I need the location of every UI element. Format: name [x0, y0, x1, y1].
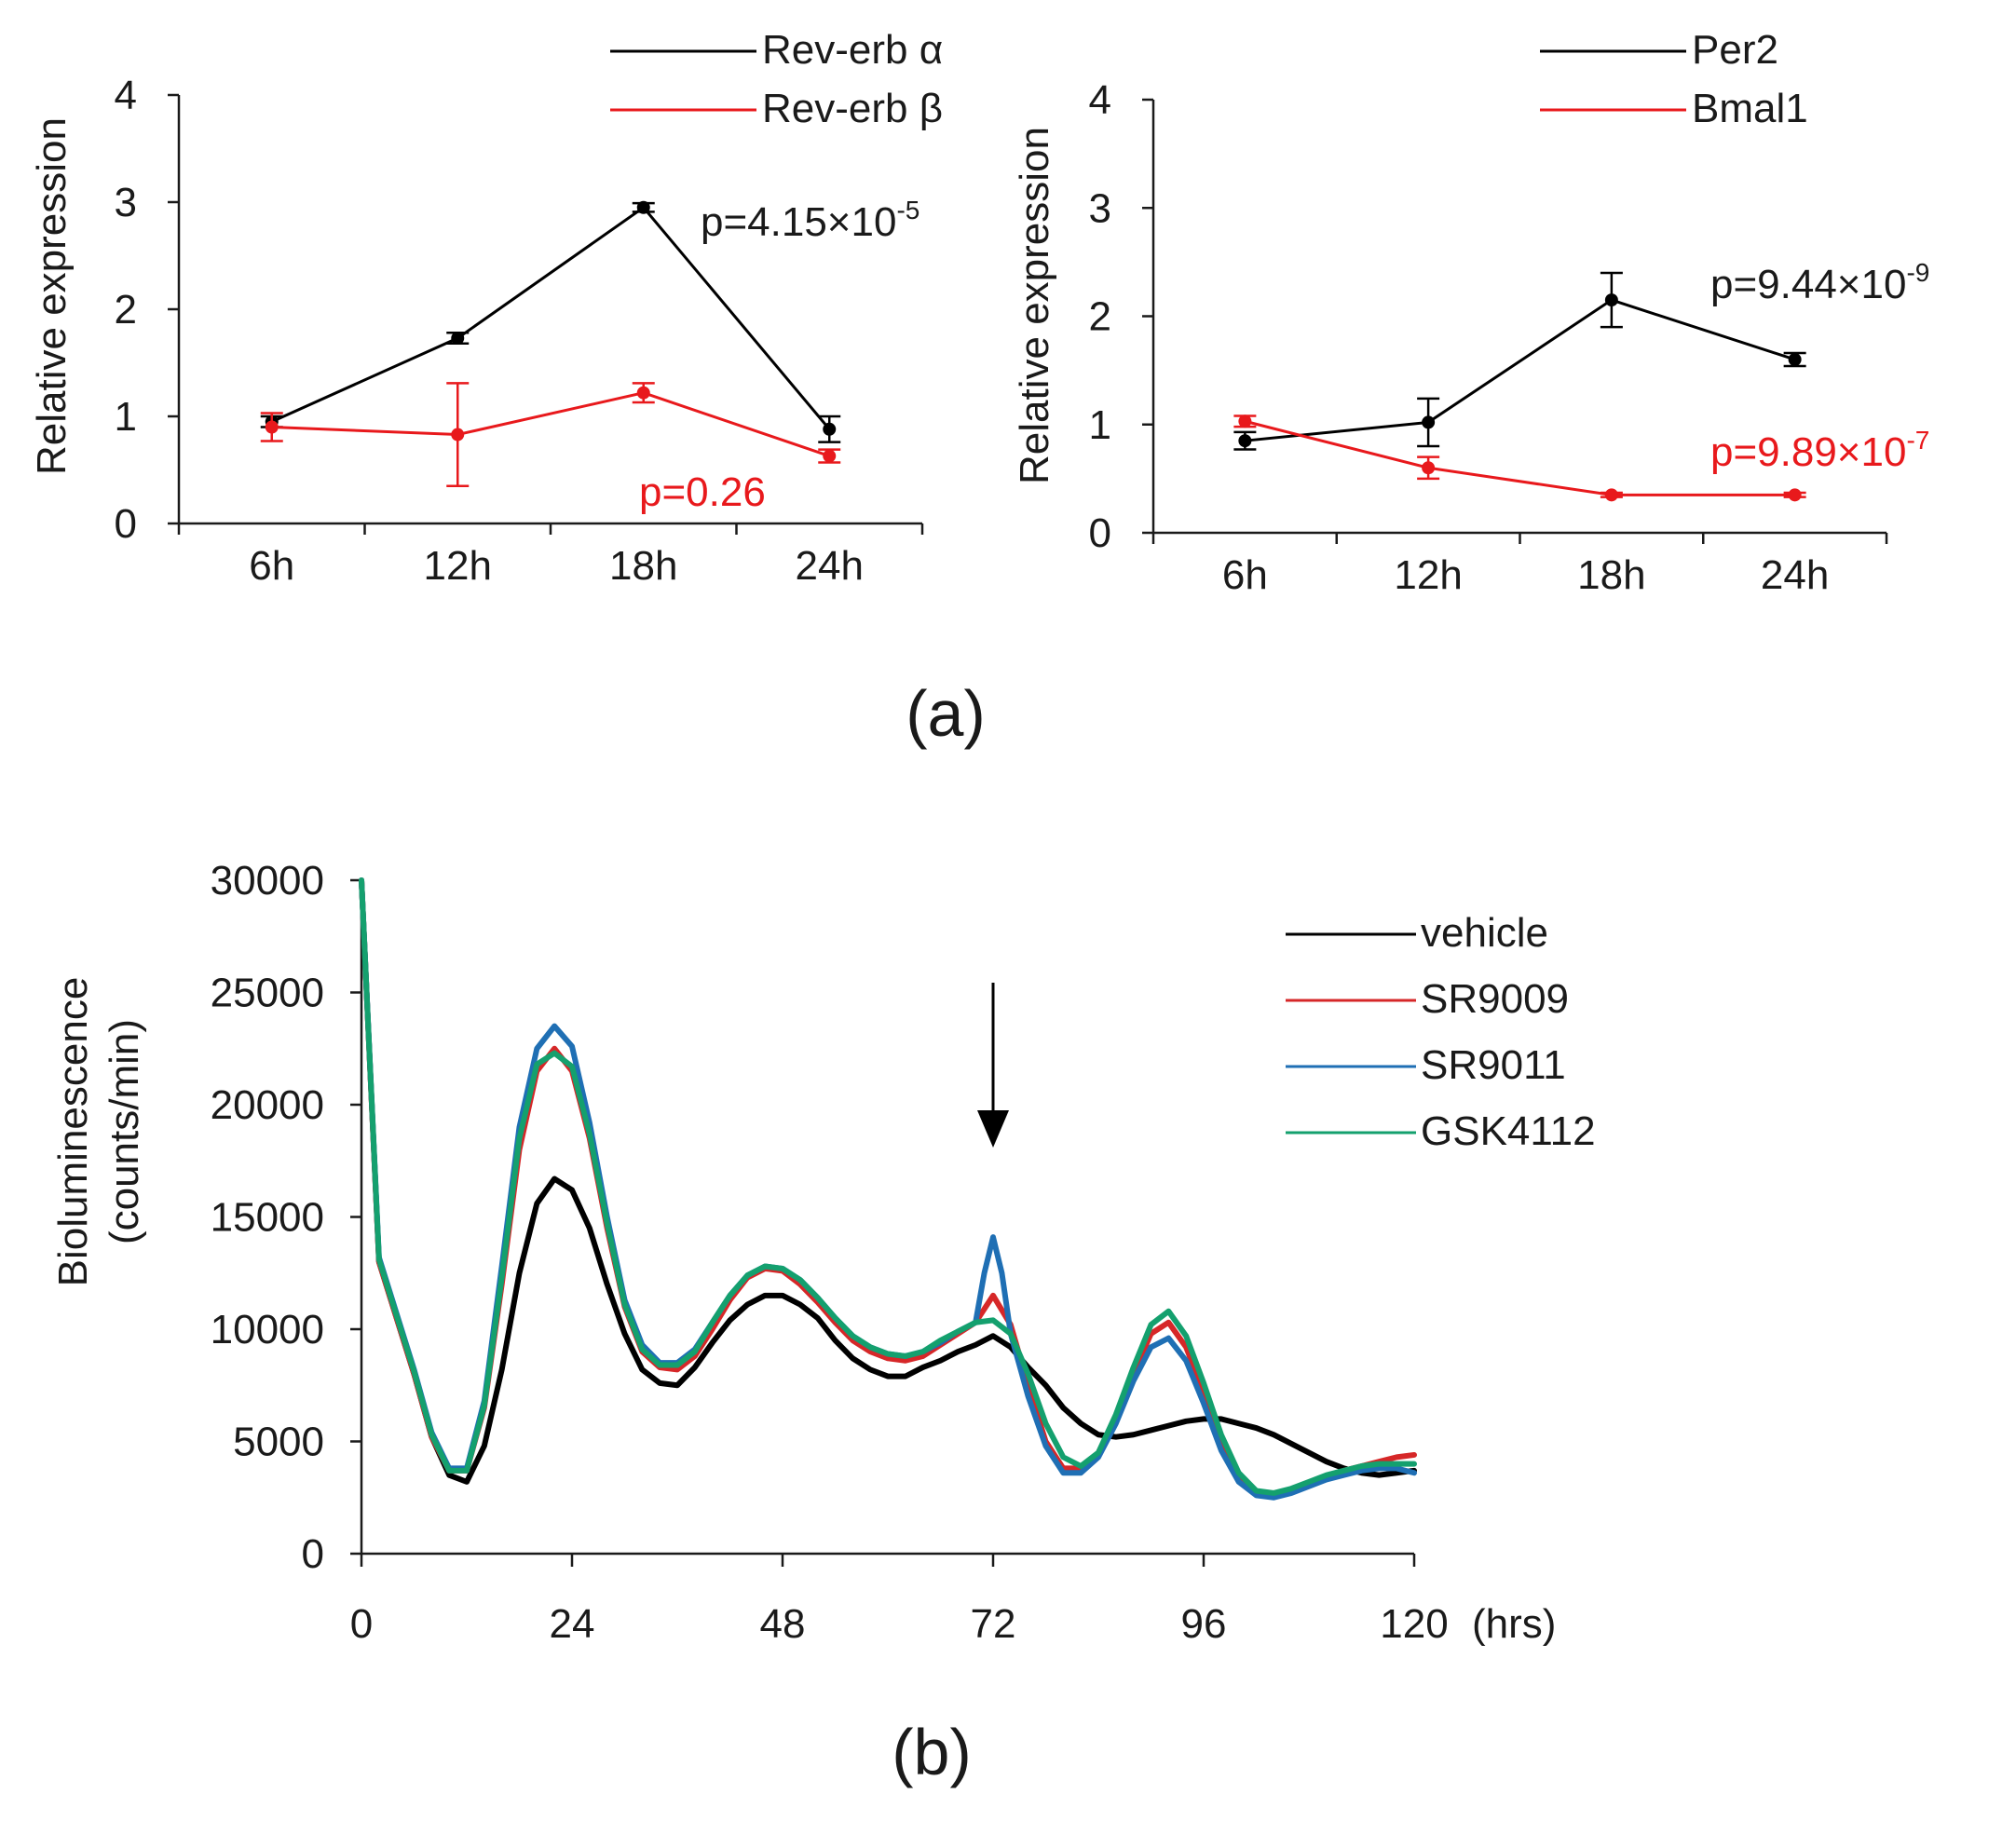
series-line-bmal1 [1245, 419, 1795, 496]
data-point [265, 420, 279, 434]
legend-b: vehicle SR9009 SR9011 GSK4112 [1286, 910, 1596, 1154]
series-line-rev-erb [271, 391, 830, 457]
p-value-rev-erb-alpha-exponent: -5 [896, 196, 919, 224]
legend-label-per2: Per2 [1692, 27, 1778, 73]
y-tick-label: 20000 [211, 1082, 324, 1128]
y-tick-label: 4 [1089, 77, 1111, 123]
panel-label-b: (b) [892, 1716, 972, 1788]
series-rev-erb [260, 382, 841, 487]
y-axis-label-b-line2: (counts/min) [102, 1019, 147, 1244]
data-point [636, 200, 650, 214]
x-tick-label: 24 [550, 1601, 595, 1647]
series-line-rev-erb [271, 205, 831, 430]
legend-label-bmal1: Bmal1 [1692, 86, 1808, 131]
x-tick-label: 6h [1222, 552, 1268, 598]
data-point [823, 449, 837, 463]
y-tick-label: 0 [302, 1531, 324, 1577]
p-value-bmal1: p=9.89×10-7 [1710, 426, 1929, 475]
axes-b: 0 5000 10000 15000 20000 25000 30000 0 24 48 72 96 1… [211, 858, 1449, 1647]
x-tick-label: 48 [760, 1601, 806, 1647]
legend-a-left: Rev-erb α Rev-erb β [610, 27, 943, 131]
data-point [1238, 434, 1252, 448]
series-line-sr9009 [359, 877, 1417, 1499]
x-tick-label: 72 [971, 1601, 1016, 1647]
legend-label-rev-erb-beta: Rev-erb β [762, 86, 943, 131]
data-point [1422, 415, 1436, 429]
y-axis-label-a-right: Relative expression [1012, 127, 1057, 484]
data-point [1422, 461, 1436, 475]
x-tick-label: 96 [1181, 1601, 1227, 1647]
y-tick-label: 2 [1089, 294, 1111, 340]
legend-label-sr9011: SR9011 [1421, 1042, 1566, 1088]
y-tick-label: 10000 [211, 1307, 324, 1352]
data-point [1604, 293, 1618, 307]
y-axis-label-a-left: Relative expression [29, 117, 75, 475]
p-value-rev-erb-beta: p=0.26 [639, 469, 766, 515]
y-tick-label: 1 [115, 394, 137, 440]
y-tick-label: 2 [115, 287, 137, 333]
y-tick-label: 3 [1089, 185, 1111, 231]
y-tick-label: 1 [1089, 402, 1111, 448]
legend-label-gsk4112: GSK4112 [1421, 1108, 1596, 1154]
x-tick-label: 18h [1577, 552, 1645, 598]
data-point [451, 332, 465, 346]
data-point [1788, 488, 1802, 502]
series-line-vehicle [359, 877, 1417, 1485]
x-tick-label: 6h [249, 543, 294, 589]
x-axis-unit-label-b: (hrs) [1472, 1601, 1556, 1647]
treatment-arrow [977, 983, 1009, 1148]
plot-b [359, 877, 1417, 1501]
x-tick-label: 24h [796, 543, 864, 589]
x-tick-label: 0 [350, 1601, 373, 1647]
legend-label-sr9009: SR9009 [1421, 976, 1569, 1022]
x-tick-label: 12h [1394, 552, 1462, 598]
y-tick-label: 15000 [211, 1195, 324, 1241]
data-point [1604, 488, 1618, 502]
p-value-per2: p=9.44×10-9 [1710, 258, 1929, 307]
p-value-rev-erb-alpha: p=4.15×10-5 [701, 196, 919, 245]
plot-a-right [1233, 271, 1806, 502]
axes-a-right: 0 1 2 3 4 6h 12h 18h 24h [1089, 77, 1888, 598]
panel-label-a: (a) [906, 677, 986, 750]
plot-a-left [260, 200, 841, 487]
data-point [451, 428, 465, 442]
y-tick-label: 0 [115, 501, 137, 547]
p-value-rev-erb-alpha-base: p=4.15×10 [701, 199, 896, 245]
data-point [1788, 353, 1802, 366]
x-tick-label: 24h [1761, 552, 1829, 598]
y-tick-label: 5000 [233, 1420, 324, 1465]
arrow-head [977, 1110, 1009, 1148]
y-axis-label-b-line1: Bioluminescence [50, 977, 96, 1287]
data-point [636, 386, 650, 400]
y-tick-label: 0 [1089, 510, 1111, 556]
p-value-per2-exponent: -9 [1906, 258, 1929, 287]
x-tick-label: 18h [609, 543, 677, 589]
y-tick-label: 4 [115, 73, 137, 118]
series-line-per2 [1245, 298, 1796, 442]
legend-a-right: Per2 Bmal1 [1540, 27, 1808, 131]
series-per2 [1233, 271, 1806, 451]
x-tick-label: 120 [1380, 1601, 1448, 1647]
series-bmal1 [1233, 414, 1806, 502]
y-tick-label: 25000 [211, 971, 324, 1016]
y-tick-label: 3 [115, 180, 137, 225]
data-point [823, 422, 837, 436]
data-point [1238, 414, 1252, 428]
chart-b: Bioluminescence (counts/min) 0 5000 10000 1… [50, 858, 1596, 1647]
x-tick-label: 12h [424, 543, 492, 589]
p-value-per2-base: p=9.44×10 [1710, 262, 1906, 307]
series-line-gsk4112 [359, 877, 1417, 1496]
series-line-sr9011 [359, 877, 1417, 1501]
legend-label-vehicle: vehicle [1421, 910, 1548, 956]
chart-a-left: Rev-erb α Rev-erb β Relative expression … [29, 27, 943, 589]
axes-a-left: 0 1 2 3 4 6h 12h 18h 24h [115, 73, 924, 589]
p-value-bmal1-exponent: -7 [1906, 426, 1929, 455]
chart-a-right: Per2 Bmal1 Relative expression 0 1 2 3 4 6h 12… [1012, 27, 1929, 598]
p-value-bmal1-base: p=9.89×10 [1710, 429, 1906, 475]
legend-label-rev-erb-alpha: Rev-erb α [762, 27, 943, 73]
y-tick-label: 30000 [211, 858, 324, 904]
